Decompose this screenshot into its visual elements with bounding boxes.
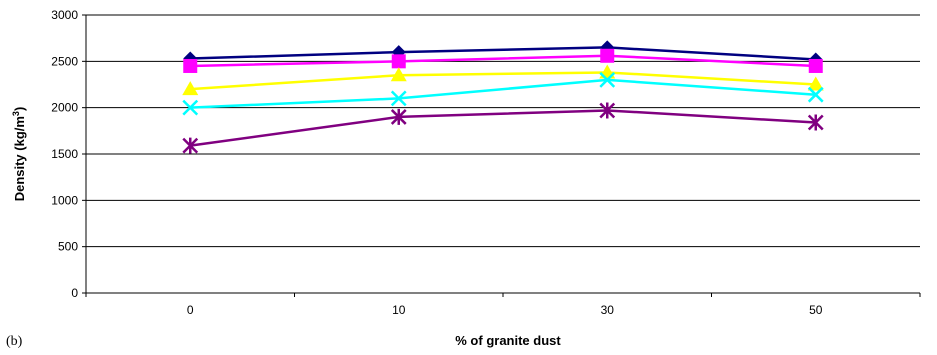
series-line <box>190 54 816 68</box>
series-2 <box>183 48 823 73</box>
y-axis-ticks: 0 500 1000 1500 2000 2500 3000 <box>51 8 86 300</box>
series-5 <box>182 102 824 154</box>
x-tick-label: 10 <box>392 303 406 317</box>
y-tick-label: 500 <box>58 240 78 254</box>
y-tick-label: 2500 <box>51 54 78 68</box>
data-point-x <box>390 90 407 107</box>
data-point-x <box>182 99 199 116</box>
series-group <box>182 40 824 154</box>
data-point-asterisk <box>182 137 199 154</box>
y-tick-label: 1500 <box>51 147 78 161</box>
x-tick-label: 0 <box>187 303 194 317</box>
series-line <box>190 71 816 91</box>
panel-label: (b) <box>6 334 23 349</box>
y-axis-title-text: Density (kg/m <box>12 116 27 201</box>
data-point-asterisk <box>599 102 616 119</box>
y-tick-label: 3000 <box>51 8 78 22</box>
data-point-triangle <box>807 76 824 91</box>
data-point-square <box>183 58 198 73</box>
y-tick-label: 0 <box>71 286 78 300</box>
data-point-x <box>599 71 616 88</box>
y-axis-title-close: ) <box>12 107 27 111</box>
y-axis-title-superscript: 3 <box>11 111 21 116</box>
y-axis-title: Density (kg/m3) <box>11 107 27 202</box>
series-3 <box>182 64 824 96</box>
data-point-square <box>391 54 406 69</box>
data-point-diamond <box>183 51 198 66</box>
series-4 <box>182 71 824 116</box>
x-axis-title: % of granite dust <box>455 333 561 348</box>
y-tick-label: 2000 <box>51 101 78 115</box>
data-point-triangle <box>182 81 199 96</box>
data-point-square <box>600 48 615 63</box>
series-line <box>190 109 816 147</box>
data-point-asterisk <box>390 108 407 125</box>
data-point-x <box>807 86 824 103</box>
x-axis-ticks: 0 10 30 50 <box>85 293 921 317</box>
series-line <box>190 78 816 109</box>
y-tick-label: 1000 <box>51 193 78 207</box>
data-point-triangle <box>390 67 407 82</box>
data-point-asterisk <box>807 114 824 131</box>
x-tick-label: 30 <box>601 303 615 317</box>
x-tick-label: 50 <box>809 303 823 317</box>
series-line <box>190 46 816 61</box>
gridlines <box>86 14 920 248</box>
data-point-square <box>808 58 823 73</box>
